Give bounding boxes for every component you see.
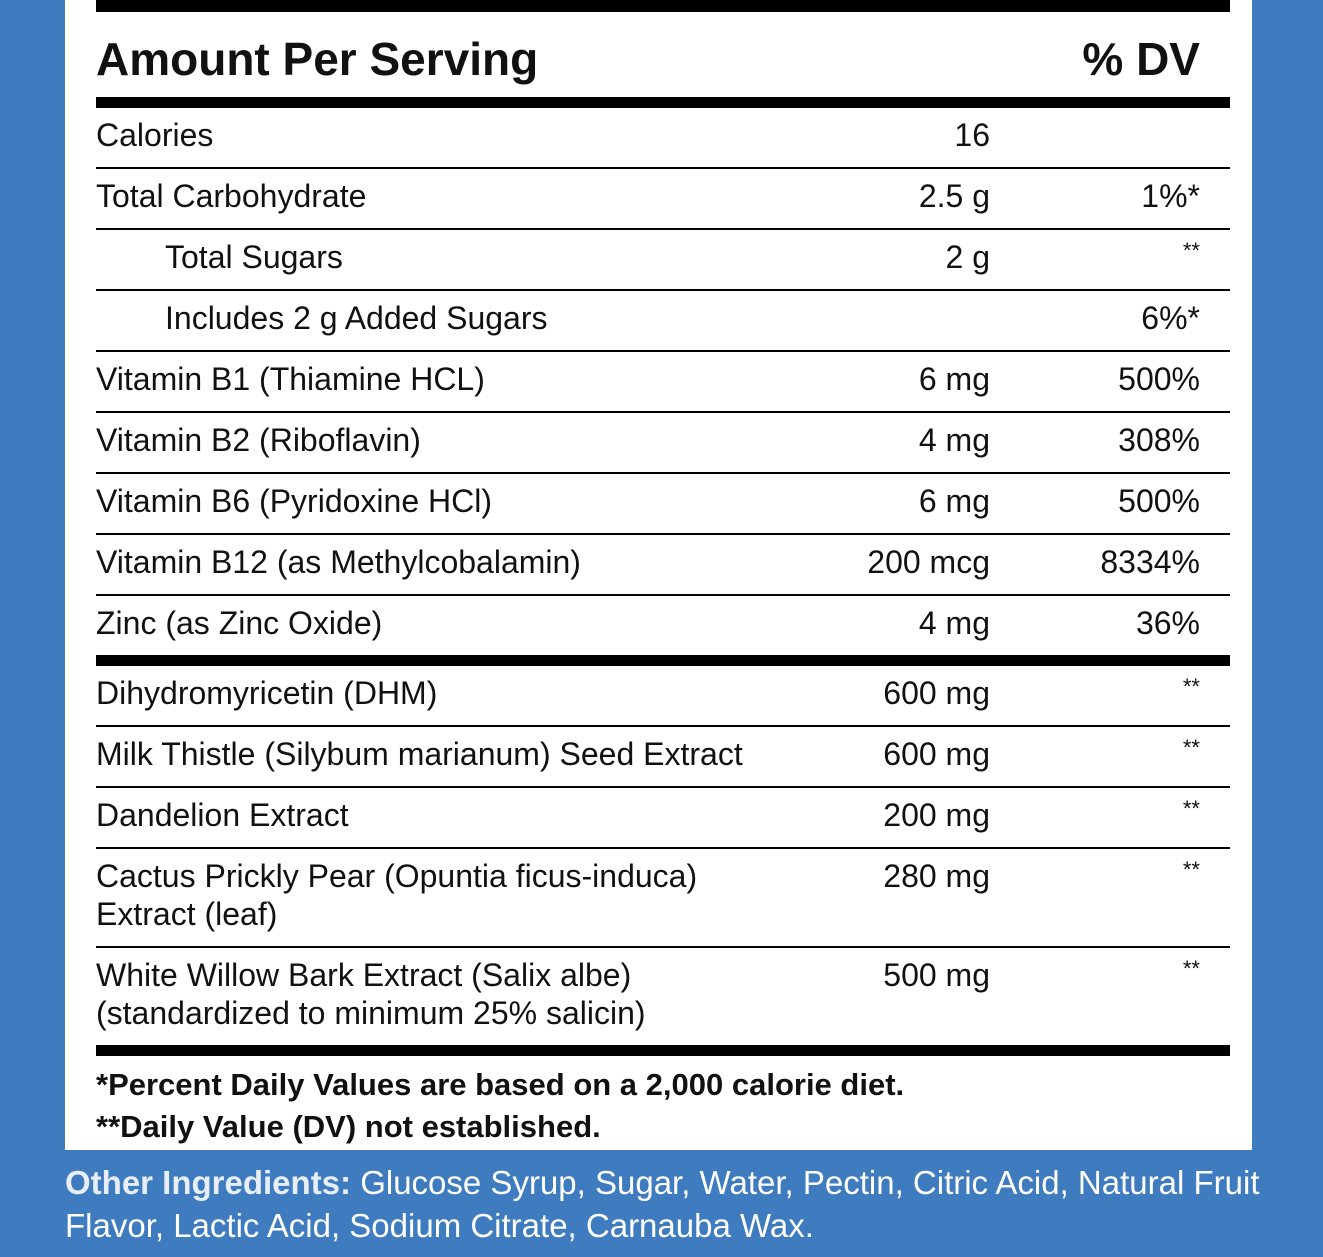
row-amount: 200 mg — [883, 797, 990, 833]
row-amount: 6 mg — [918, 361, 990, 397]
top-bar — [96, 0, 1230, 12]
row-dv: 500% — [1118, 483, 1200, 519]
header: Amount Per Serving % DV — [96, 12, 1230, 97]
row-dv: 6%* — [1141, 300, 1200, 336]
row-name: White Willow Bark Extract (Salix albe) — [96, 957, 632, 993]
row-dv: ** — [1182, 735, 1200, 760]
row-amount: 2 g — [945, 239, 990, 275]
row: Dandelion Extract 200 mg ** — [96, 788, 1230, 849]
header-left: Amount Per Serving — [96, 33, 539, 85]
row: Calories 16 — [96, 108, 1230, 169]
ingredients: Dihydromyricetin (DHM) 600 mg ** Milk Thist… — [96, 666, 1230, 1045]
row-name: Total Carbohydrate — [96, 178, 367, 214]
row: Vitamin B2 (Riboflavin) 4 mg 308% — [96, 413, 1230, 474]
header-right: % DV — [1082, 33, 1200, 85]
row-name: Dandelion Extract — [96, 797, 349, 833]
thick-rule — [96, 1045, 1230, 1056]
thick-rule — [96, 655, 1230, 666]
row-name: Vitamin B6 (Pyridoxine HCl) — [96, 483, 492, 519]
row-name: Total Sugars — [165, 239, 343, 275]
row: Milk Thistle (Silybum marianum) Seed Ext… — [96, 727, 1230, 788]
row: Vitamin B6 (Pyridoxine HCl) 6 mg 500% — [96, 474, 1230, 535]
row-dv: 8334% — [1100, 544, 1200, 580]
row-name: Includes 2 g Added Sugars — [165, 300, 548, 336]
row-name: (standardized to minimum 25% salicin) — [96, 995, 646, 1031]
row-dv: ** — [1182, 956, 1200, 981]
facts-panel: Amount Per Serving % DV Calories 16 Total … — [65, 0, 1252, 1150]
row-dv: 500% — [1118, 361, 1200, 397]
row-amount: 6 mg — [918, 483, 990, 519]
row: Includes 2 g Added Sugars 6%* — [96, 291, 1230, 352]
row-dv: ** — [1182, 674, 1200, 699]
row-dv: ** — [1182, 857, 1200, 882]
row: Zinc (as Zinc Oxide) 4 mg 36% — [96, 596, 1230, 655]
row-name: Zinc (as Zinc Oxide) — [96, 605, 383, 641]
row-dv: 1%* — [1141, 178, 1200, 214]
footnote: *Percent Daily Values are based on a 2,0… — [96, 1067, 905, 1102]
thick-rule — [96, 97, 1230, 108]
row-name: Milk Thistle (Silybum marianum) Seed Ext… — [96, 736, 743, 772]
row-amount: 16 — [954, 117, 990, 153]
row: Cactus Prickly Pear (Opuntia ficus-induc… — [96, 849, 1230, 948]
row-amount: 280 mg — [883, 858, 990, 894]
row: White Willow Bark Extract (Salix albe) (s… — [96, 948, 1230, 1045]
row-amount: 4 mg — [918, 605, 990, 641]
footnotes: *Percent Daily Values are based on a 2,0… — [96, 1064, 1230, 1148]
row-amount: 200 mcg — [867, 544, 990, 580]
row-name: Calories — [96, 117, 214, 153]
row: Dihydromyricetin (DHM) 600 mg ** — [96, 666, 1230, 727]
row-amount: 600 mg — [883, 736, 990, 772]
nutrients: Calories 16 Total Carbohydrate 2.5 g 1%* Tota… — [96, 108, 1230, 655]
row: Vitamin B12 (as Methylcobalamin) 200 mcg 8… — [96, 535, 1230, 596]
footnote: **Daily Value (DV) not established. — [96, 1109, 601, 1144]
row-name: Vitamin B12 (as Methylcobalamin) — [96, 544, 581, 580]
row-dv: 308% — [1118, 422, 1200, 458]
row-amount: 600 mg — [883, 675, 990, 711]
facts-label: Amount Per Serving % DV Calories 16 Total … — [96, 0, 1230, 1148]
row: Total Carbohydrate 2.5 g 1%* — [96, 169, 1230, 230]
row-name: Vitamin B1 (Thiamine HCL) — [96, 361, 485, 397]
row-dv: ** — [1182, 796, 1200, 821]
row-name: Dihydromyricetin (DHM) — [96, 675, 438, 711]
row-dv: ** — [1182, 238, 1200, 263]
other-text: Glucose Syrup, Sugar, Water, Pectin, Cit… — [65, 1164, 1260, 1244]
row-name: Extract (leaf) — [96, 896, 278, 932]
row-name: Vitamin B2 (Riboflavin) — [96, 422, 421, 458]
row-amount: 500 mg — [883, 957, 990, 993]
row: Total Sugars 2 g ** — [96, 230, 1230, 291]
other-ingredients: Other Ingredients: Glucose Syrup, Sugar,… — [65, 1161, 1280, 1247]
row-name: Cactus Prickly Pear (Opuntia ficus-induc… — [96, 858, 698, 894]
row-amount: 2.5 g — [918, 178, 990, 214]
row: Vitamin B1 (Thiamine HCL) 6 mg 500% — [96, 352, 1230, 413]
row-amount: 4 mg — [918, 422, 990, 458]
other-label: Other Ingredients: — [65, 1164, 352, 1201]
row-dv: 36% — [1135, 605, 1200, 641]
